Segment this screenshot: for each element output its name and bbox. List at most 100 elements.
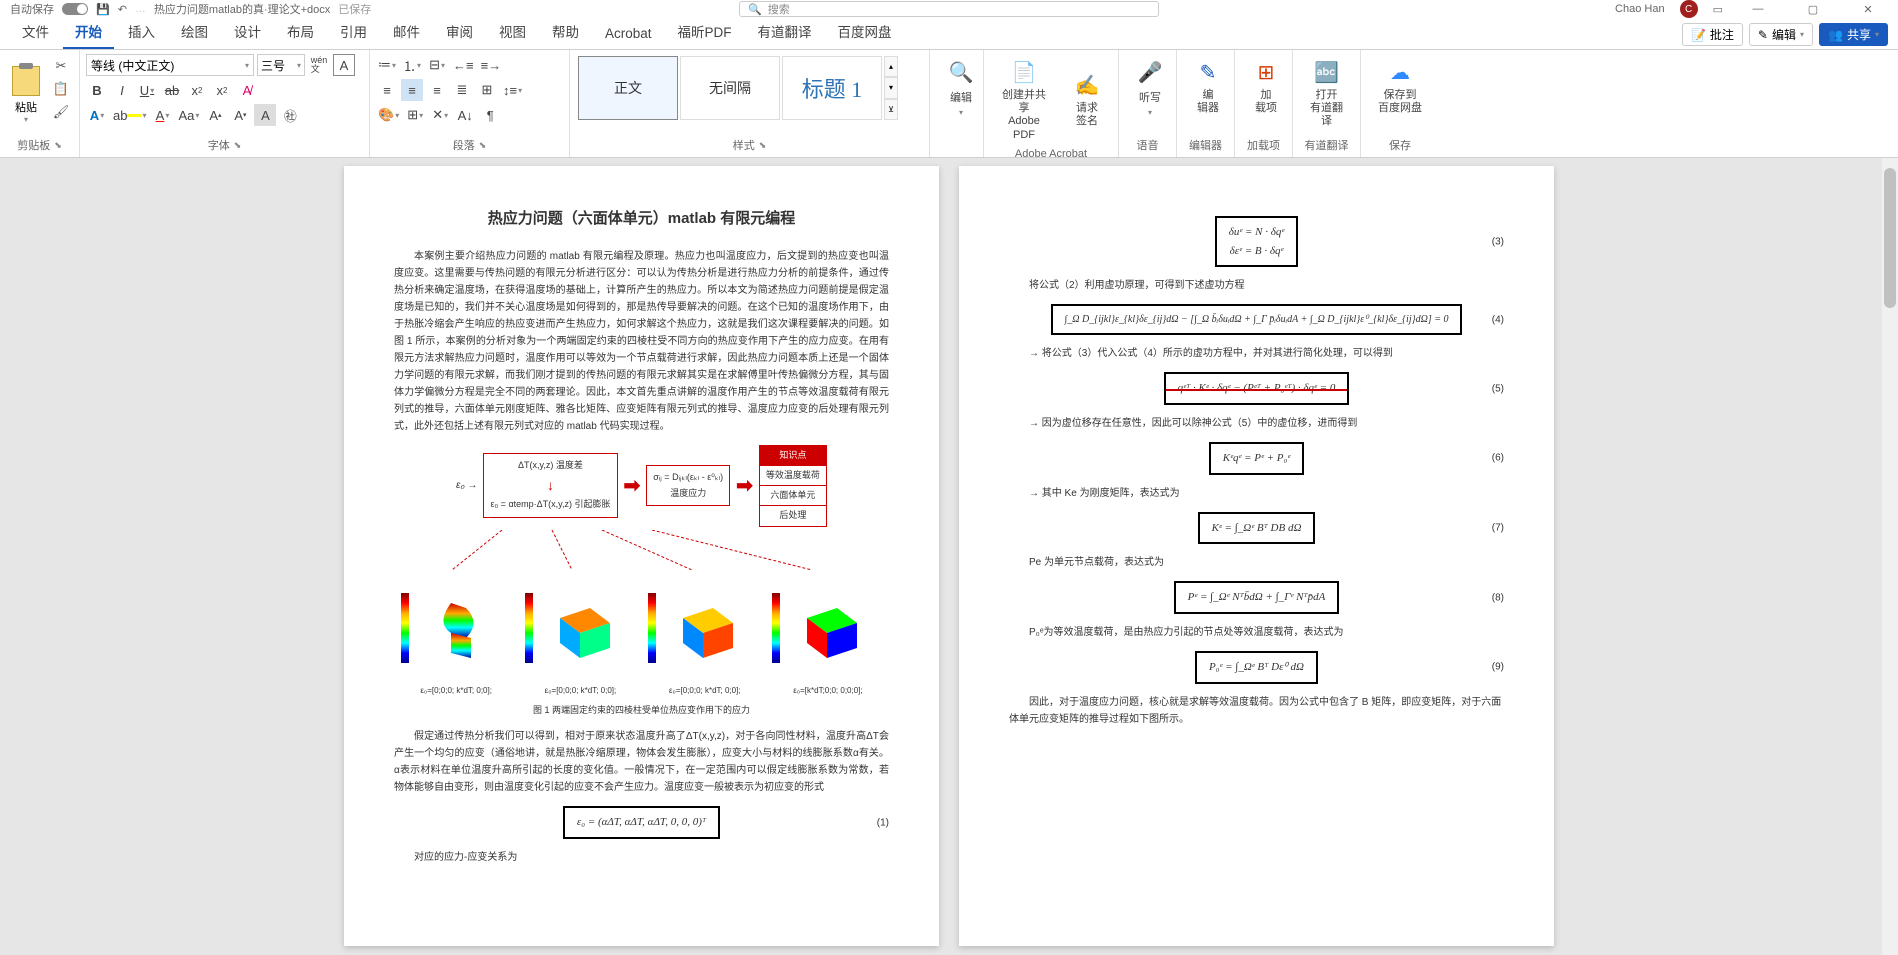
font-name-select[interactable]: 等线 (中文正文)▾ [86, 54, 254, 76]
clear-format-button[interactable]: A̸ [236, 79, 258, 101]
sort-button[interactable]: A↓ [454, 104, 476, 126]
tab-insert[interactable]: 插入 [116, 15, 167, 49]
page-2[interactable]: δuᵉ = N · δqᵉ δεᵉ = B · δqᵉ (3) 将公式（2）利用… [959, 166, 1554, 946]
highlight-button[interactable]: ab▾ [111, 104, 148, 126]
char-shading-button[interactable]: A [254, 104, 276, 126]
search-input[interactable]: 🔍 搜索 [739, 1, 1159, 17]
group-addins: ⊞ 加 载项 加载项 [1235, 50, 1293, 157]
tab-references[interactable]: 引用 [328, 15, 379, 49]
autosave-toggle[interactable] [62, 3, 88, 15]
comments-button[interactable]: 📝 批注 [1682, 23, 1743, 46]
save-icon[interactable]: 💾 [96, 3, 110, 16]
align-center-button[interactable]: ≡ [401, 79, 423, 101]
clipboard-launcher[interactable]: ⬊ [54, 140, 62, 151]
scroll-thumb[interactable] [1884, 168, 1896, 308]
text-effects-button[interactable]: A▾ [86, 104, 108, 126]
format-painter-button[interactable]: 🖌 [50, 102, 72, 122]
copy-button[interactable]: 📋 [50, 79, 72, 99]
align-justify-button[interactable]: ≣ [451, 79, 473, 101]
phonetic-guide-button[interactable]: wén文 [308, 54, 330, 76]
editor-button[interactable]: ✎ 编 辑器 [1183, 54, 1233, 119]
subscript-button[interactable]: x2 [186, 79, 208, 101]
save-cloud-button[interactable]: ☁ 保存到 百度网盘 [1367, 54, 1433, 119]
bold-button[interactable]: B [86, 79, 108, 101]
editing-mode-button[interactable]: ✎ 编辑 ▾ [1749, 23, 1813, 46]
distribute-button[interactable]: ⊞ [476, 79, 498, 101]
close-button[interactable]: ✕ [1848, 0, 1888, 18]
font-size-select[interactable]: 三号▾ [257, 54, 305, 76]
maximize-button[interactable]: ▢ [1793, 0, 1833, 18]
mic-icon: 🎤 [1136, 58, 1164, 86]
style-nospacing[interactable]: 无间隔 [680, 56, 780, 120]
char-scale-button[interactable]: Aa▾ [176, 104, 201, 126]
font-label: 字体 [208, 137, 230, 153]
tab-help[interactable]: 帮助 [540, 15, 591, 49]
paste-button[interactable]: 粘贴 ▾ [6, 54, 46, 135]
tab-foxit[interactable]: 福昕PDF [666, 15, 744, 49]
formula: P₀ᵉ = ∫_Ωᵉ Bᵀ Dε⁰ dΩ [1195, 651, 1318, 684]
tab-mailings[interactable]: 邮件 [381, 15, 432, 49]
indent-inc-button[interactable]: ≡→ [479, 54, 504, 76]
youdao-button[interactable]: 🔤 打开 有道翻译 [1299, 54, 1354, 133]
addins-button[interactable]: ⊞ 加 载项 [1241, 54, 1291, 119]
snap-button[interactable]: ✕▾ [429, 104, 451, 126]
borders-button[interactable]: ⊞▾ [404, 104, 426, 126]
cut-button[interactable]: ✂ [50, 56, 72, 76]
underline-button[interactable]: U▾ [136, 79, 158, 101]
minimize-button[interactable]: — [1738, 0, 1778, 18]
shading-button[interactable]: 🎨▾ [376, 104, 401, 126]
styles-launcher[interactable]: ⬊ [759, 140, 767, 151]
gallery-up[interactable]: ▴ [884, 56, 898, 77]
plot-label: ε₀=[k*dT;0;0; 0;0;0]; [793, 684, 862, 698]
shrink-font-button[interactable]: A▾ [229, 104, 251, 126]
tab-youdao[interactable]: 有道翻译 [746, 15, 824, 49]
editing-button[interactable]: 🔍 编辑▾ [936, 54, 986, 121]
style-heading1[interactable]: 标题 1 [782, 56, 882, 120]
share-button[interactable]: 👥 共享 ▾ [1819, 23, 1888, 46]
gallery-more[interactable]: ⊻ [884, 99, 898, 120]
tab-home[interactable]: 开始 [63, 15, 114, 49]
vertical-scrollbar[interactable] [1882, 158, 1898, 955]
undo-icon[interactable]: ↶ [118, 3, 127, 16]
multilevel-button[interactable]: ⊟▾ [426, 54, 448, 76]
create-pdf-button[interactable]: 📄 创建并共享 Adobe PDF [990, 54, 1058, 146]
tab-view[interactable]: 视图 [487, 15, 538, 49]
paragraph: → 将公式（3）代入公式（4）所示的虚功方程中，并对其进行简化处理，可以得到 [1009, 345, 1504, 362]
page-1[interactable]: 热应力问题（六面体单元）matlab 有限元编程 本案例主要介绍热应力问题的 m… [344, 166, 939, 946]
eq-number: (4) [1492, 311, 1504, 328]
italic-button[interactable]: I [111, 79, 133, 101]
avatar[interactable]: C [1680, 0, 1698, 18]
font-launcher[interactable]: ⬊ [234, 140, 242, 151]
tab-layout[interactable]: 布局 [275, 15, 326, 49]
superscript-button[interactable]: x2 [211, 79, 233, 101]
paragraph-launcher[interactable]: ⬊ [479, 140, 487, 151]
tab-design[interactable]: 设计 [222, 15, 273, 49]
tab-baidu[interactable]: 百度网盘 [826, 15, 904, 49]
request-sign-button[interactable]: ✍ 请求 签名 [1062, 54, 1112, 146]
align-right-button[interactable]: ≡ [426, 79, 448, 101]
show-marks-button[interactable]: ¶ [479, 104, 501, 126]
addins-icon: ⊞ [1252, 58, 1280, 86]
tab-file[interactable]: 文件 [10, 15, 61, 49]
ribbon-mode-icon[interactable]: ▭ [1713, 3, 1723, 16]
tab-acrobat[interactable]: Acrobat [593, 20, 664, 49]
tab-draw[interactable]: 绘图 [169, 15, 220, 49]
numbering-button[interactable]: ⒈▾ [401, 54, 423, 76]
indent-dec-button[interactable]: ←≡ [451, 54, 476, 76]
char-border-button[interactable]: A [333, 54, 355, 76]
bullets-button[interactable]: ≔▾ [376, 54, 398, 76]
line-spacing-button[interactable]: ↕≡▾ [501, 79, 524, 101]
gallery-down[interactable]: ▾ [884, 77, 898, 98]
enclose-char-button[interactable]: ㊓ [279, 104, 301, 126]
strike-button[interactable]: ab [161, 79, 183, 101]
paragraph: → 因为虚位移存在任意性，因此可以除神公式（5）中的虚位移，进而得到 [1009, 415, 1504, 432]
tab-review[interactable]: 审阅 [434, 15, 485, 49]
plot-label: ε₀=[0;0;0; k*dT; 0;0]; [545, 684, 617, 698]
youdao-label: 有道翻译 [1299, 135, 1354, 153]
grow-font-button[interactable]: A▴ [204, 104, 226, 126]
paragraph: 将公式（2）利用虚功原理，可得到下述虚功方程 [1009, 277, 1504, 294]
dictate-button[interactable]: 🎤 听写▾ [1125, 54, 1175, 121]
style-normal[interactable]: 正文 [578, 56, 678, 120]
font-color-button[interactable]: A▾ [151, 104, 173, 126]
align-left-button[interactable]: ≡ [376, 79, 398, 101]
